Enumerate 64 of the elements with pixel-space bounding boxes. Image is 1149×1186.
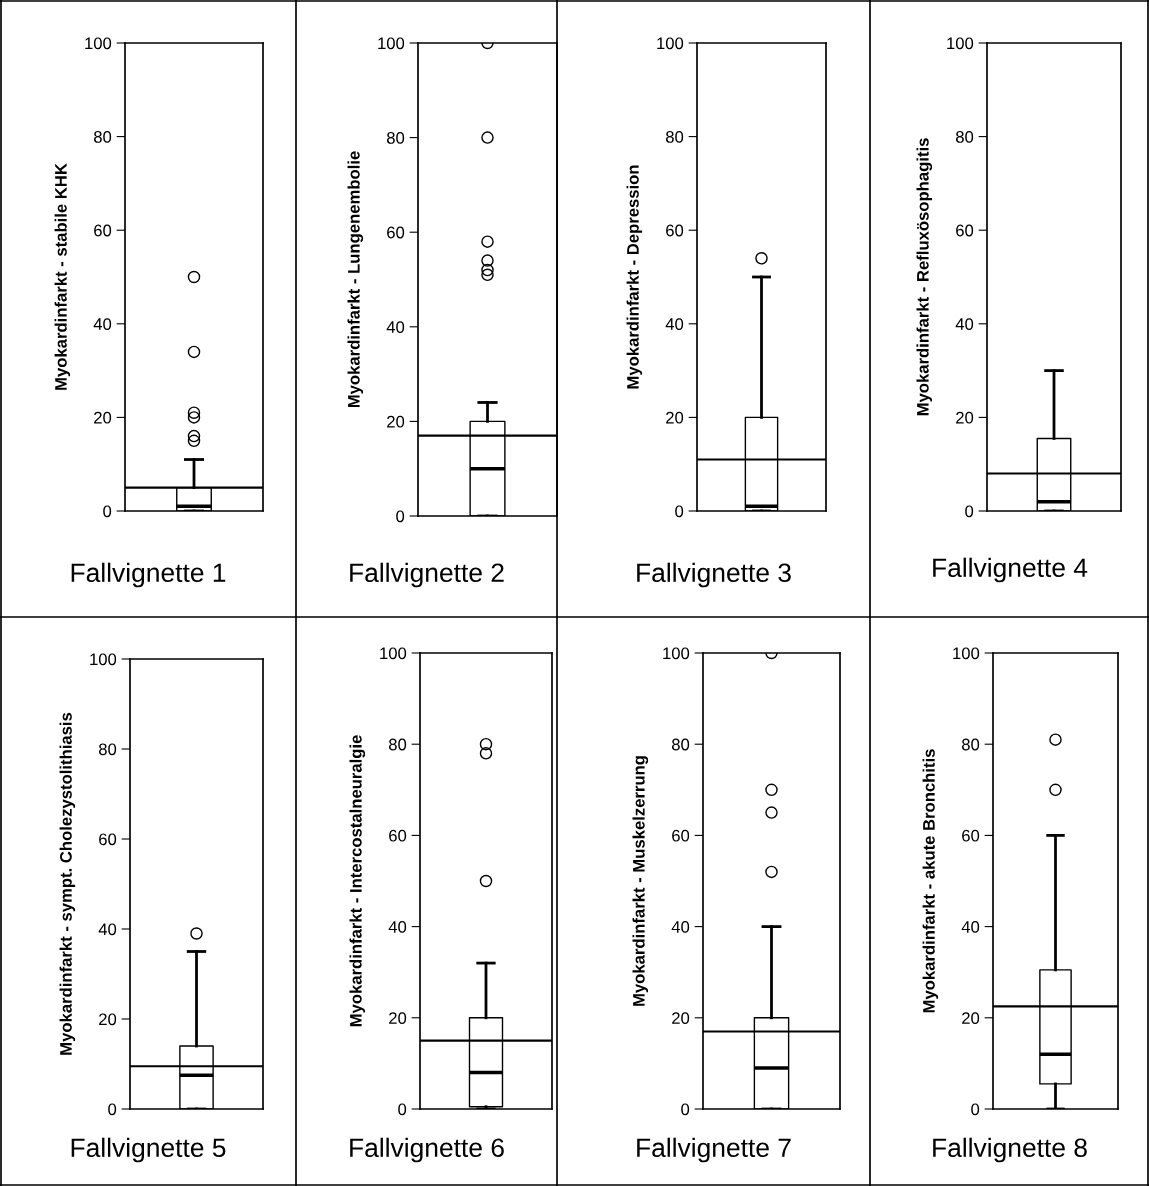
y-axis-title: Myokardinfarkt - Refluxösophagitis (916, 138, 933, 416)
y-tick-label: 60 (672, 829, 690, 842)
y-tick-label: 0 (965, 505, 974, 518)
y-tick-label: 100 (947, 37, 974, 50)
y-axis-title: Myokardinfarkt - Depression (626, 165, 643, 389)
y-tick-label: 80 (961, 738, 980, 751)
text: Fallvignette 5 (71, 1137, 226, 1163)
y-tick-label: 0 (108, 1103, 117, 1116)
y-tick-label: 80 (386, 132, 405, 144)
text: Fallvignette 4 (933, 557, 1088, 583)
y-tick-label: 100 (953, 647, 980, 660)
y-tick-label: 40 (961, 921, 980, 933)
y-tick-label: 80 (98, 743, 117, 756)
y-tick-label: 0 (971, 1103, 980, 1116)
y-tick-label: 80 (665, 131, 684, 143)
y-tick-label: 40 (955, 318, 974, 330)
y-tick-label: 60 (389, 829, 407, 842)
y-tick-label: 60 (962, 829, 980, 842)
text: Fallvignette 3 (637, 562, 791, 588)
y-tick-label: 40 (671, 921, 690, 933)
y-tick-label: 0 (103, 505, 112, 518)
y-tick-label: 100 (90, 653, 117, 666)
y-tick-label: 80 (955, 131, 974, 143)
y-tick-label: 60 (99, 833, 117, 846)
text: Fallvignette 7 (637, 1137, 791, 1163)
text: Fallvignette 8 (933, 1137, 1087, 1163)
y-tick-label: 20 (94, 411, 112, 424)
y-tick-label: 0 (398, 1103, 407, 1116)
y-tick-label: 100 (657, 37, 684, 50)
y-axis-title: Myokardinfarkt - Muskelzerrung (632, 756, 649, 1006)
y-tick-label: 100 (663, 647, 690, 660)
y-tick-label: 100 (85, 37, 112, 50)
text: Fallvignette 6 (350, 1137, 504, 1163)
y-tick-label: 40 (388, 921, 407, 933)
y-tick-label: 40 (665, 318, 684, 330)
y-tick-label: 40 (98, 923, 117, 936)
y-tick-label: 80 (93, 131, 112, 143)
y-tick-label: 60 (387, 226, 405, 239)
y-axis-title: Myokardinfarkt - akute Bronchitis (922, 749, 939, 1013)
text: Fallvignette 2 (350, 562, 504, 588)
y-tick-label: 20 (962, 1012, 980, 1024)
y-axis-title: Myokardinfarkt - sympt. Cholezystolithiasis (59, 712, 76, 1055)
y-tick-label: 60 (94, 224, 112, 237)
y-tick-label: 0 (675, 505, 684, 518)
y-tick-label: 80 (671, 738, 690, 751)
y-tick-label: 20 (672, 1012, 690, 1024)
y-axis-title: Myokardinfarkt - Lungenembolie (347, 151, 364, 408)
y-tick-label: 80 (388, 738, 407, 751)
y-axis-title: Myokardinfarkt - Intercostalneuralgie (349, 735, 366, 1027)
y-tick-label: 20 (99, 1013, 117, 1026)
y-tick-label: 20 (389, 1012, 407, 1024)
y-tick-label: 60 (666, 224, 684, 237)
y-tick-label: 60 (956, 224, 974, 237)
y-tick-label: 20 (666, 411, 684, 424)
y-tick-label: 0 (396, 510, 405, 523)
y-tick-label: 100 (378, 37, 405, 50)
y-tick-label: 100 (380, 647, 407, 660)
y-tick-label: 0 (681, 1103, 690, 1116)
y-tick-label: 20 (956, 411, 974, 424)
y-tick-label: 20 (387, 415, 405, 428)
text: Fallvignette 1 (71, 562, 226, 588)
y-tick-label: 40 (386, 321, 405, 333)
y-tick-label: 40 (93, 318, 112, 330)
y-axis-title: Myokardinfarkt - stabile KHK (54, 163, 71, 390)
